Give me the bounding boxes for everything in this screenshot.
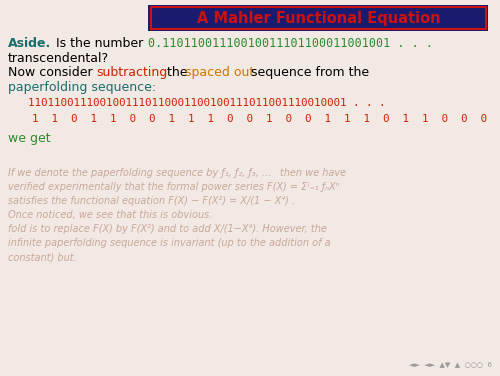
Text: Once noticed, we see that this is obvious.: Once noticed, we see that this is obviou… [8,210,212,220]
Text: we get: we get [8,132,50,145]
Text: paperfolding sequence:: paperfolding sequence: [8,81,156,94]
Text: verified experimentally that the formal power series F(X) = Σ⁾₌₁ ƒₙXⁿ: verified experimentally that the formal … [8,182,340,192]
Text: subtracting: subtracting [96,66,167,79]
Text: satisfies the functional equation F(X) − F(X²) = X/(1 − X⁴) .: satisfies the functional equation F(X) −… [8,196,295,206]
Text: 1  1  0  1  1  0  0  1  1  1  0  0  1  0  0  1  1  1  0  1  1  0  0  0: 1 1 0 1 1 0 0 1 1 1 0 0 1 0 0 1 1 1 0 1 … [32,114,487,124]
Text: ◄►  ◄►  ▲▼  ▲  ○○○  6: ◄► ◄► ▲▼ ▲ ○○○ 6 [409,361,492,367]
Text: sequence from the: sequence from the [247,66,369,79]
Text: 1101100111001001110110001100100111011001110010001 . . .: 1101100111001001110110001100100111011001… [28,98,386,108]
FancyBboxPatch shape [148,5,488,31]
Text: infinite paperfolding sequence is invariant (up to the addition of a: infinite paperfolding sequence is invari… [8,238,330,248]
Text: constant) but.: constant) but. [8,252,77,262]
Text: Is the number: Is the number [52,37,147,50]
Text: fold is to replace F(X) by F(X²) and to add X/(1−X⁴). However, the: fold is to replace F(X) by F(X²) and to … [8,224,327,234]
Text: spaced out: spaced out [185,66,254,79]
Text: If we denote the paperfolding sequence by ƒ₁, ƒ₂, ƒ₃, …   then we have: If we denote the paperfolding sequence b… [8,168,346,178]
Text: A Mahler Functional Equation: A Mahler Functional Equation [197,11,441,26]
Text: Aside.: Aside. [8,37,52,50]
Text: the: the [163,66,192,79]
Text: Now consider: Now consider [8,66,96,79]
Text: transcendental?: transcendental? [8,52,109,65]
Text: 0.11011001110010011101100011001001 . . .: 0.11011001110010011101100011001001 . . . [148,37,433,50]
